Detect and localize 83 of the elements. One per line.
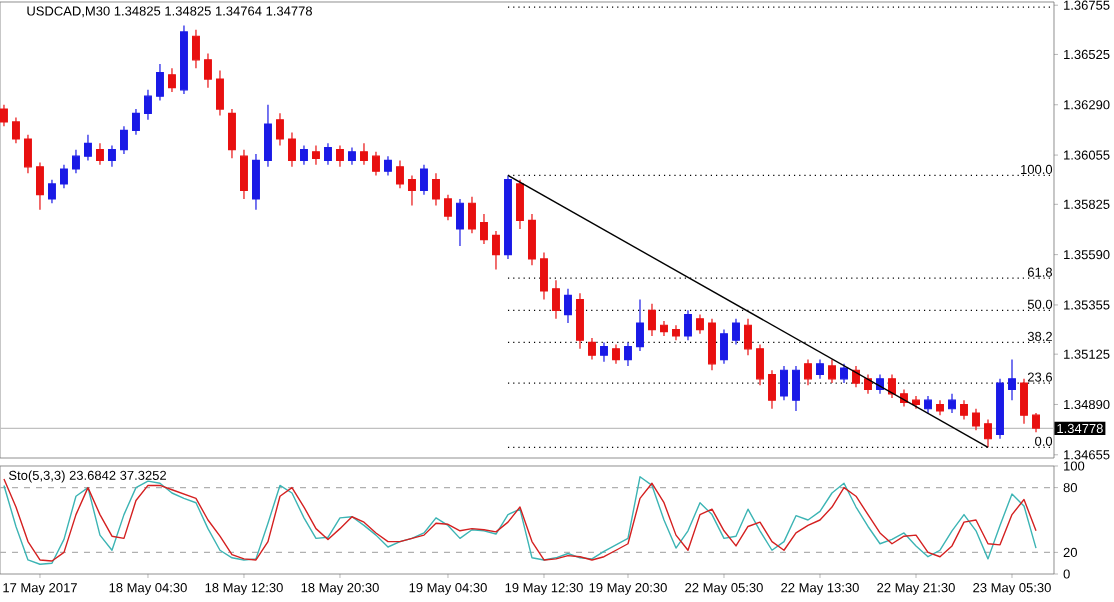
candlestick [84, 134, 92, 162]
candlestick [408, 174, 416, 206]
candlestick [744, 318, 752, 356]
candlestick [588, 337, 596, 361]
candlestick [108, 144, 116, 168]
candlestick [480, 213, 488, 245]
candlestick [600, 341, 608, 363]
candlestick [72, 149, 80, 174]
candlestick [240, 149, 248, 200]
candlestick [936, 399, 944, 416]
candlestick [1032, 412, 1040, 433]
candlestick [468, 196, 476, 234]
candlestick [504, 174, 512, 260]
candlestick [540, 251, 548, 301]
candlestick [36, 161, 44, 211]
candlestick [996, 378, 1004, 440]
candlestick [708, 318, 716, 371]
candlestick [204, 52, 212, 89]
candlestick [972, 408, 980, 431]
candlestick [840, 363, 848, 384]
candlestick [624, 341, 632, 367]
candlestick [780, 365, 788, 401]
candlestick [636, 298, 644, 352]
candlestick [444, 194, 452, 221]
candlestick [528, 213, 536, 266]
candlestick [120, 125, 128, 155]
candlestick [564, 288, 572, 324]
candlestick [984, 418, 992, 448]
candlestick [924, 395, 932, 414]
candlestick [792, 365, 800, 412]
candlestick [720, 328, 728, 365]
candlestick [324, 142, 332, 166]
candlestick [1020, 378, 1028, 425]
candlestick [336, 144, 344, 168]
candlestick [348, 146, 356, 166]
candlestick [312, 144, 320, 166]
candlestick [576, 292, 584, 350]
candlestick [384, 155, 392, 177]
candlestick [552, 279, 560, 320]
candlestick [216, 69, 224, 117]
candlestick [672, 324, 680, 341]
candlestick [156, 63, 164, 102]
candlestick [264, 104, 272, 168]
candlestick [948, 393, 956, 414]
candlestick [1008, 358, 1016, 401]
candlestick [372, 151, 380, 177]
candlestick [0, 104, 8, 127]
candlestick [192, 29, 200, 69]
candlestick [732, 318, 740, 346]
candlestick [660, 320, 668, 337]
candlestick [132, 108, 140, 136]
candlestick [228, 108, 236, 159]
candlestick [912, 395, 920, 410]
candlestick [252, 153, 260, 211]
candlestick [612, 343, 620, 365]
candlestick [180, 24, 188, 95]
candlestick [696, 313, 704, 335]
candlestick [648, 303, 656, 337]
candlestick [456, 198, 464, 247]
candlestick [492, 230, 500, 271]
candlestick [300, 144, 308, 166]
candlestick [420, 164, 428, 196]
candlestick [804, 358, 812, 386]
candlestick [816, 358, 824, 380]
candlestick [888, 373, 896, 399]
candlestick [24, 134, 32, 174]
candlestick [60, 164, 68, 189]
candlestick [96, 142, 104, 166]
candlestick [360, 142, 368, 166]
candlestick [516, 179, 524, 230]
candlestick [168, 67, 176, 93]
candlestick [288, 131, 296, 168]
candlestick [48, 179, 56, 204]
candlestick [12, 117, 20, 144]
candlestick [768, 369, 776, 410]
candlestick [756, 343, 764, 386]
candlestick [828, 358, 836, 384]
candlestick [396, 159, 404, 189]
candlestick [276, 112, 284, 147]
candlestick [432, 172, 440, 206]
candlestick [960, 399, 968, 421]
candlestick [684, 309, 692, 341]
candlestick [144, 89, 152, 121]
